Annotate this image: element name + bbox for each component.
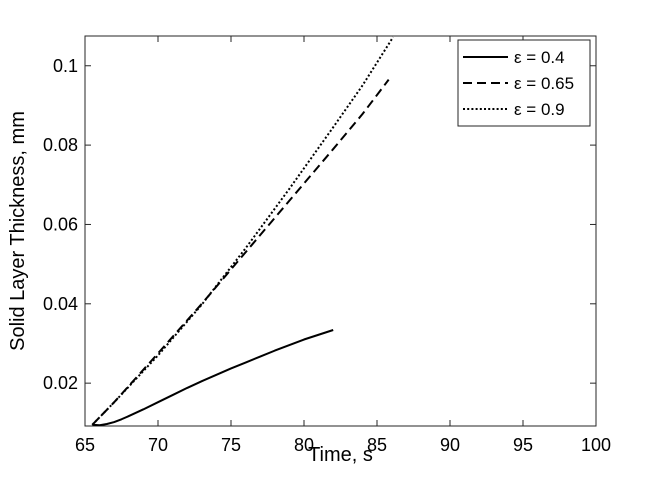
legend: ε = 0.4 ε = 0.65 ε = 0.9 (457, 39, 591, 127)
x-tick-labels: 65 70 75 80 85 90 95 100 (75, 435, 611, 455)
series-layer (91, 36, 394, 426)
series-line-2 (91, 79, 390, 426)
legend-label-3: ε = 0.9 (514, 100, 565, 119)
y-tick-label: 0.1 (53, 56, 78, 76)
x-tick-label: 90 (440, 435, 460, 455)
x-tick-label: 80 (294, 435, 314, 455)
x-tick-label: 75 (221, 435, 241, 455)
x-axis-label: Time, s (308, 444, 373, 466)
x-tick-label: 70 (148, 435, 168, 455)
x-tick-label: 100 (581, 435, 611, 455)
x-tick-label: 65 (75, 435, 95, 455)
y-tick-label: 0.08 (43, 135, 78, 155)
y-axis-label: Solid Layer Thickness, mm (7, 111, 29, 351)
x-tick-label: 85 (367, 435, 387, 455)
y-tick-label: 0.02 (43, 373, 78, 393)
series-line-3 (91, 36, 394, 426)
legend-label-2: ε = 0.65 (514, 74, 574, 93)
y-tick-label: 0.04 (43, 294, 78, 314)
legend-label-1: ε = 0.4 (514, 48, 565, 67)
y-tick-labels: 0.02 0.04 0.06 0.08 0.1 (43, 56, 78, 393)
x-tick-label: 95 (513, 435, 533, 455)
series-line-1 (92, 329, 334, 426)
y-tick-label: 0.06 (43, 214, 78, 234)
ticks-layer (84, 36, 597, 426)
